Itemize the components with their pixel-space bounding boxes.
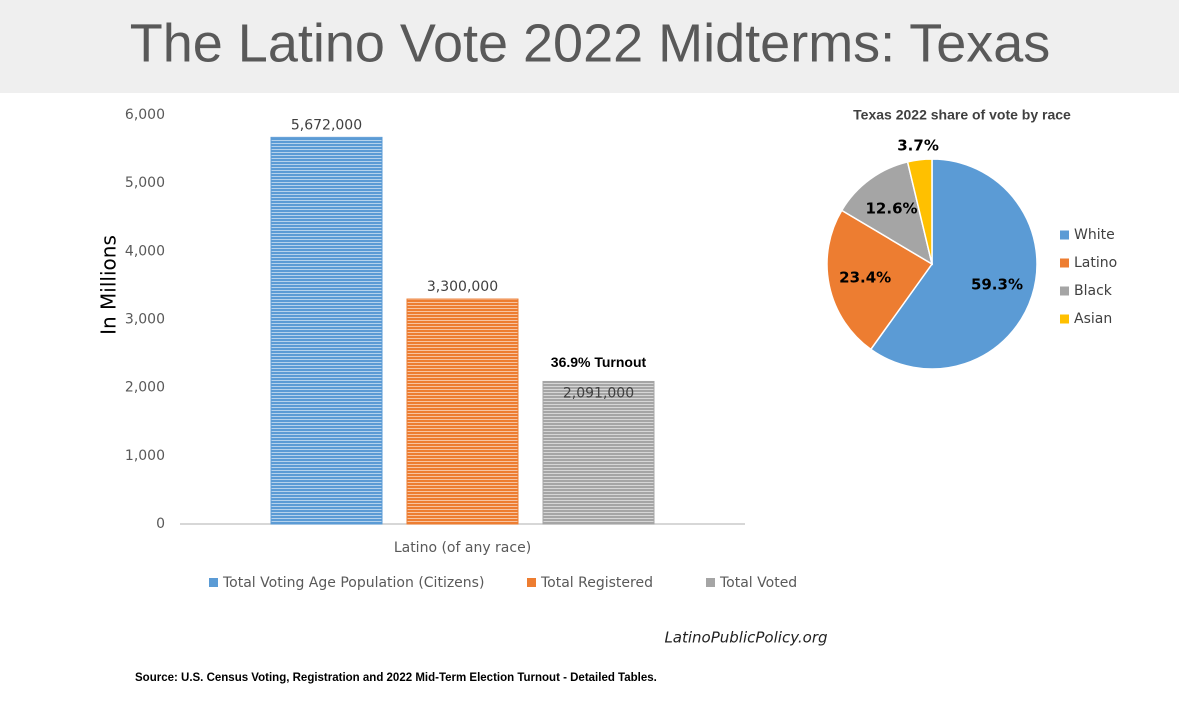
y-tick-label: 2,000 (125, 380, 165, 396)
legend-swatch (1060, 230, 1069, 240)
source-note: Source: U.S. Census Voting, Registration… (135, 672, 657, 684)
bar (542, 380, 655, 525)
pie-value-label: 23.4% (839, 268, 891, 286)
legend-label: Total Voted (719, 575, 797, 591)
pie-slice (840, 160, 934, 266)
pie-value-label: 12.6% (866, 200, 918, 218)
y-tick-label: 5,000 (125, 175, 165, 191)
value-label: 2,091,000 (563, 385, 634, 401)
value-label: 3,300,000 (427, 279, 498, 295)
legend-label: Black (1074, 283, 1113, 299)
legend-label: Total Voting Age Population (Citizens) (222, 575, 484, 591)
legend-label: Asian (1074, 311, 1112, 327)
legend-swatch (1060, 314, 1069, 324)
x-tick-label: Latino (of any race) (394, 540, 531, 556)
y-axis-label: In Millions (97, 235, 121, 335)
legend-swatch (527, 578, 536, 587)
pie-value-label: 3.7% (897, 136, 939, 154)
slide-title: The Latino Vote 2022 Midterms: Texas (130, 13, 1051, 73)
website: LatinoPublicPolicy.org (664, 629, 827, 647)
pie-slice (869, 158, 1038, 370)
pie-slice (906, 158, 933, 265)
annotation: 36.9% Turnout (551, 354, 647, 370)
y-tick-label: 1,000 (125, 448, 165, 464)
y-tick-label: 3,000 (125, 312, 165, 328)
bar (270, 136, 383, 525)
y-tick-label: 6,000 (125, 107, 165, 123)
legend-swatch (1060, 286, 1069, 296)
pie-title: Texas 2022 share of vote by race (853, 107, 1071, 123)
legend-label: Latino (1074, 255, 1117, 271)
legend-swatch (209, 578, 218, 587)
legend-label: White (1074, 227, 1115, 243)
pie-slice (826, 209, 934, 351)
legend-label: Total Registered (540, 575, 653, 591)
y-tick-label: 0 (156, 516, 165, 532)
legend-swatch (706, 578, 715, 587)
value-label: 5,672,000 (291, 117, 362, 133)
pie-value-label: 59.3% (971, 275, 1023, 293)
bar (406, 298, 519, 525)
legend-swatch (1060, 258, 1069, 268)
header-band (0, 0, 1179, 93)
y-tick-label: 4,000 (125, 243, 165, 259)
